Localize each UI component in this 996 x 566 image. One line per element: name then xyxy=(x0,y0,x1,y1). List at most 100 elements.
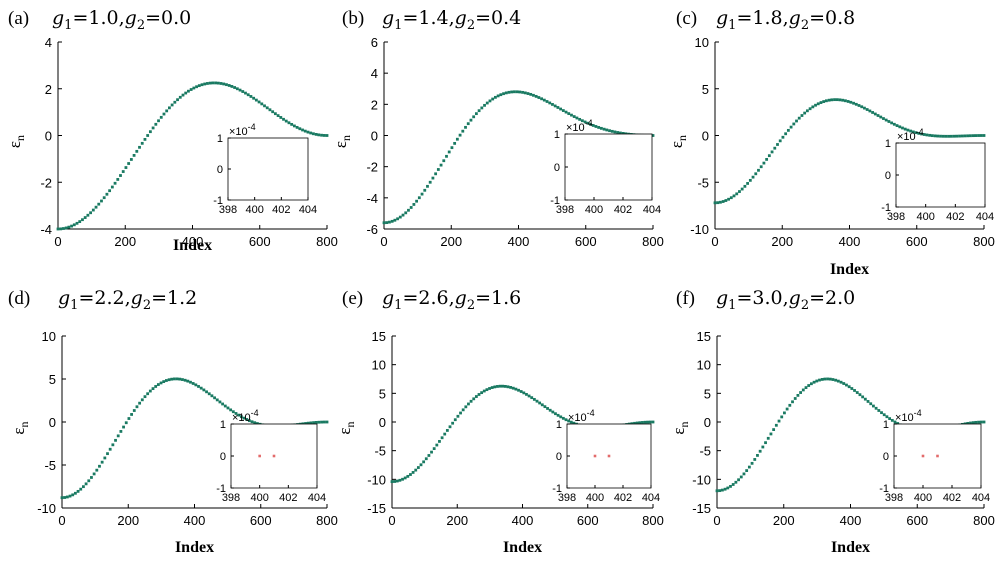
data-point xyxy=(537,96,541,99)
x-tick-label: 0 xyxy=(713,513,720,528)
data-point xyxy=(502,92,505,96)
data-point xyxy=(732,194,736,198)
inset: 398 400 402 404 -1 0 1 ×10-4 xyxy=(879,408,990,504)
data-point xyxy=(509,386,513,389)
data-point xyxy=(116,434,120,438)
data-point xyxy=(756,454,759,457)
inset-x-tick-label: 398 xyxy=(887,211,905,223)
x-tick-label: 200 xyxy=(114,234,136,249)
title-part: =1.0, xyxy=(72,7,124,29)
data-point xyxy=(409,473,412,476)
data-point xyxy=(534,94,538,98)
data-point xyxy=(298,127,302,131)
data-point xyxy=(292,124,296,128)
inset-x-tick-label: 398 xyxy=(556,204,574,216)
x-tick-label: 0 xyxy=(58,513,65,528)
data-point xyxy=(242,416,246,420)
x-tick-label: 600 xyxy=(906,513,928,528)
data-point xyxy=(721,200,725,203)
y-tick-label: 0 xyxy=(49,415,56,430)
data-point xyxy=(488,387,491,390)
data-point xyxy=(903,127,907,131)
data-point xyxy=(138,145,141,149)
data-point xyxy=(102,196,106,200)
title-part: =0.4 xyxy=(475,7,521,29)
data-point xyxy=(322,134,326,137)
panel-label: (d) xyxy=(8,288,30,309)
data-point xyxy=(393,480,397,483)
y-tick-label: -2 xyxy=(40,175,52,190)
data-point xyxy=(447,150,451,154)
inset-y-tick-label: 1 xyxy=(217,133,223,145)
data-point xyxy=(982,420,986,424)
data-point xyxy=(641,421,644,424)
data-point xyxy=(796,393,800,397)
data-point xyxy=(214,81,217,85)
data-point xyxy=(726,486,730,490)
data-point xyxy=(761,445,765,449)
data-point xyxy=(866,400,870,403)
data-point xyxy=(431,176,435,180)
panel-c: (c) g1=1.8,g2=0.80 200 400 600 800-10-50510In… xyxy=(667,7,995,278)
data-point xyxy=(72,223,76,227)
data-point xyxy=(173,100,177,104)
panel-title: g1=1.8,g2=0.8 xyxy=(716,7,855,33)
data-point xyxy=(917,131,921,135)
data-point xyxy=(784,132,788,136)
data-point xyxy=(64,226,68,230)
data-point xyxy=(265,106,269,110)
data-point xyxy=(561,416,565,420)
data-point xyxy=(309,421,313,425)
data-point xyxy=(135,149,139,153)
y-label-sub: n xyxy=(677,421,691,427)
x-tick-label: 400 xyxy=(184,513,206,528)
panel-label: (e) xyxy=(342,288,363,309)
x-tick-label: 600 xyxy=(249,234,271,249)
data-point xyxy=(872,404,875,408)
data-point xyxy=(801,388,805,392)
data-point xyxy=(526,92,530,95)
data-point xyxy=(199,386,203,390)
data-point xyxy=(439,163,443,167)
x-tick-label: 200 xyxy=(117,513,139,528)
data-point xyxy=(510,90,514,94)
title-part: =0.0 xyxy=(145,7,191,29)
data-point xyxy=(783,411,786,415)
data-point xyxy=(511,386,515,390)
inset: 398 400 402 404 -1 0 1 ×10-4 xyxy=(216,408,326,504)
inset-scale-label: ×10-4 xyxy=(568,408,595,424)
data-point xyxy=(890,418,894,422)
data-point xyxy=(751,175,755,179)
data-point xyxy=(181,378,184,381)
y-tick-label: 4 xyxy=(371,66,378,81)
inset-box xyxy=(895,142,986,208)
data-point xyxy=(597,126,601,129)
data-point xyxy=(485,388,489,392)
title-part: =1.8, xyxy=(736,7,788,29)
data-point xyxy=(395,479,399,483)
data-point xyxy=(100,199,103,203)
data-point xyxy=(271,110,275,114)
data-point xyxy=(451,421,455,425)
data-point xyxy=(225,83,228,87)
y-tick-label: 6 xyxy=(371,35,378,50)
y-tick-label: 2 xyxy=(371,97,378,112)
data-point xyxy=(583,120,587,124)
data-point xyxy=(863,397,867,401)
data-point xyxy=(828,377,832,381)
inset-x-tick-label: 402 xyxy=(614,204,632,216)
data-point xyxy=(317,420,321,424)
x-axis-label: Index xyxy=(831,539,870,556)
data-point xyxy=(116,178,120,181)
inset-y-tick-label: -1 xyxy=(550,195,560,207)
data-point xyxy=(445,429,449,432)
y-tick-label: 5 xyxy=(379,386,386,401)
data-point xyxy=(564,418,568,422)
data-point xyxy=(434,172,438,176)
data-point xyxy=(826,377,829,381)
data-point xyxy=(618,131,622,135)
data-point xyxy=(295,125,299,129)
inset-scale-label: ×10-4 xyxy=(566,118,593,134)
data-point xyxy=(230,85,234,88)
data-point xyxy=(548,408,552,412)
